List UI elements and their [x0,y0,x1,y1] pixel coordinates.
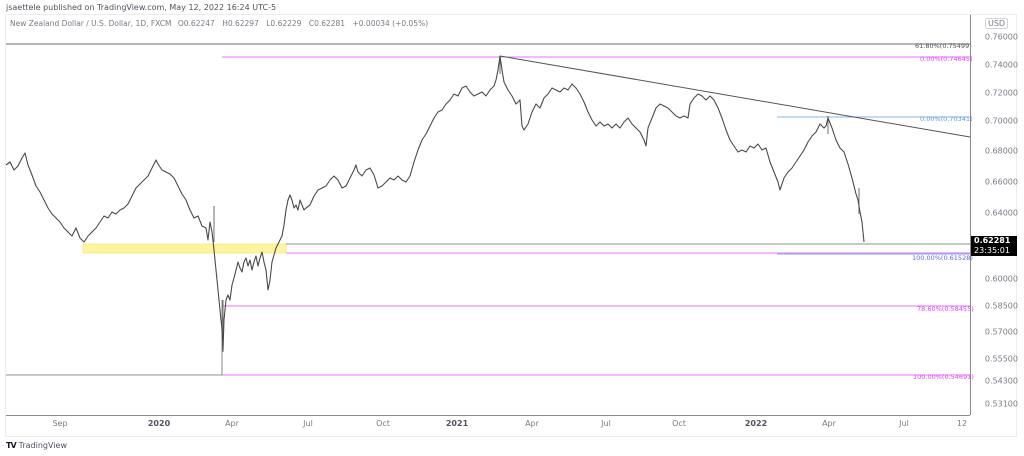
time-label: Oct [376,419,390,428]
price-tick: 0.64000 [984,208,1018,218]
chart-frame [5,14,1017,437]
symbol-legend: New Zealand Dollar / U.S. Dollar, 1D, FX… [10,19,433,28]
price-tick: 0.58500 [984,301,1018,311]
price-tick: 0.70000 [984,116,1018,126]
time-label: Jul [899,419,909,428]
price-tick: 0.68000 [984,146,1018,156]
time-label: Apr [525,419,539,428]
price-tick: 0.53100 [984,399,1018,409]
fib-label-100-blue: 100.00%(0.61528) [912,254,973,262]
ohlc-values: O0.62247 H0.62297 L0.62229 C0.62281 +0.0… [178,19,433,28]
price-tick: 0.57000 [984,327,1018,337]
time-label-year: 2020 [147,419,171,428]
fib-label-78-6: 78.60%(0.58455) [917,305,974,313]
time-label: Jul [303,419,313,428]
bar-countdown: 23:35:01 [974,246,1010,255]
time-label: Jul [601,419,611,428]
time-label-year: 2022 [744,419,768,428]
time-label: 12 [956,419,968,428]
high-value: H0.62297 [222,19,259,28]
last-price-value: 0.62281 [974,236,1011,245]
price-tick: 0.66000 [984,177,1018,187]
price-axis[interactable] [970,15,1017,415]
price-tick: 0.72000 [984,88,1018,98]
close-value: C0.62281 [308,19,346,28]
publisher-line: jsaettele published on TradingView.com, … [6,3,277,12]
low-value: L0.62229 [266,19,302,28]
price-tick: 0.54300 [984,376,1018,386]
price-tick: 0.74000 [984,60,1018,70]
fib-label-0-upper: 0.00%(0.74645) [920,55,973,63]
price-tick: 0.60000 [984,274,1018,284]
time-label: Sep [52,419,68,428]
fib-label-100-lower: 100.00%(0.54691) [913,373,974,381]
price-series [5,55,865,351]
currency-label[interactable]: USD [985,18,1009,29]
time-label: Apr [225,419,239,428]
fib-label-0-blue: 0.00%(0.70341) [920,115,973,123]
change-value: +0.00034 (+0.05%) [352,19,429,28]
symbol-title: New Zealand Dollar / U.S. Dollar, 1D, FX… [10,19,172,28]
last-price-badge: 0.62281 23:35:01 [971,236,1017,256]
time-label: Oct [672,419,686,428]
time-label-year: 2021 [445,419,469,428]
support-zone[interactable] [82,243,287,254]
time-label: Apr [822,419,836,428]
descending-trendline[interactable] [499,55,971,138]
fib-label-61-8: 61.80%(0.75499) [915,42,972,50]
tradingview-logo-icon: TV [6,441,17,450]
tradingview-logo[interactable]: TV TradingView [6,441,67,450]
price-tick: 0.76000 [984,32,1018,42]
open-value: O0.62247 [177,19,215,28]
price-tick: 0.55500 [984,354,1018,364]
tradingview-logo-text: TradingView [18,441,67,450]
time-axis[interactable] [6,415,970,437]
